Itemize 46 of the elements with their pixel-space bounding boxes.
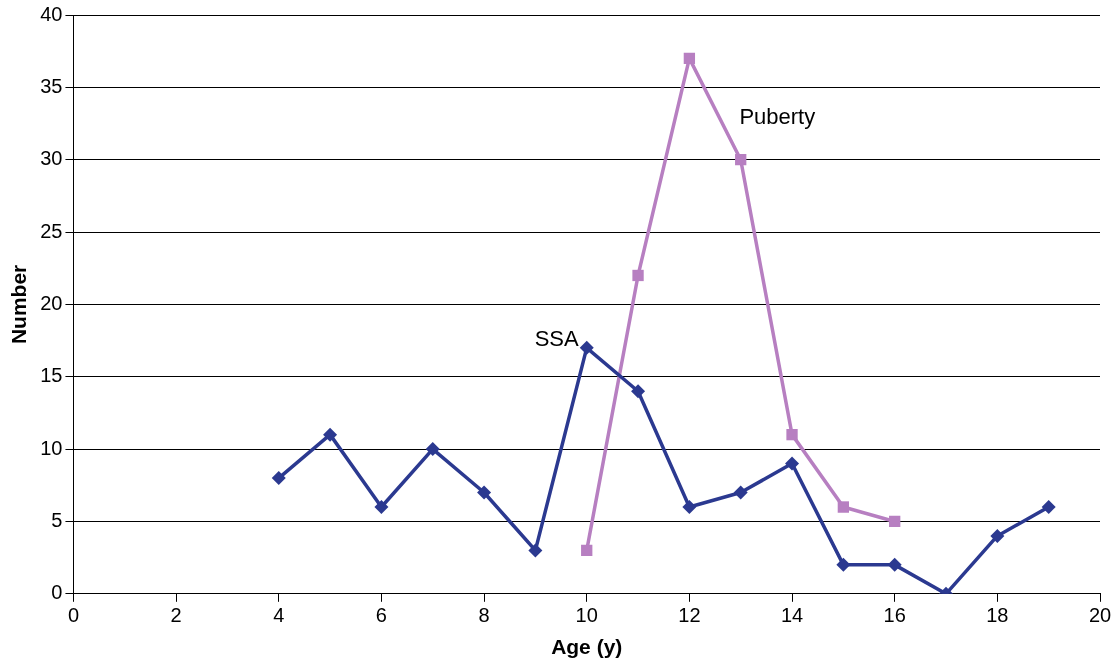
- point: [733, 485, 748, 500]
- point: [990, 528, 1005, 543]
- x-tick-label: 14: [780, 604, 804, 627]
- point: [477, 485, 492, 500]
- point: [683, 52, 696, 65]
- series-label: Puberty: [739, 104, 816, 130]
- y-tick-label: 5: [51, 508, 63, 531]
- y-tick-label: 10: [40, 436, 63, 459]
- point: [581, 544, 593, 557]
- point: [682, 499, 697, 514]
- point: [836, 557, 851, 572]
- x-tick-label: 10: [575, 604, 598, 627]
- point: [271, 471, 286, 486]
- point: [837, 501, 850, 513]
- point: [425, 442, 440, 457]
- x-tick-label: 4: [273, 604, 285, 627]
- x-tick-label: 2: [170, 604, 182, 627]
- x-tick-label: 16: [883, 604, 906, 627]
- point: [374, 499, 389, 514]
- point: [631, 384, 646, 399]
- point: [323, 427, 338, 442]
- point: [887, 557, 902, 572]
- x-tick-label: 18: [986, 604, 1009, 627]
- x-tick-label: 20: [1088, 604, 1112, 627]
- x-axis-title: Age (y): [551, 635, 623, 659]
- x-tick-label: 0: [67, 604, 80, 627]
- point: [579, 340, 594, 355]
- point: [632, 269, 644, 282]
- point: [785, 456, 800, 471]
- y-tick-label: 25: [40, 219, 63, 242]
- x-tick-label: 12: [678, 604, 701, 627]
- point: [1041, 499, 1056, 514]
- y-axis-title: Number: [7, 264, 31, 345]
- point: [786, 428, 798, 441]
- point: [528, 543, 543, 558]
- y-tick-label: 0: [51, 581, 63, 604]
- y-tick-label: 20: [40, 291, 63, 314]
- point: [889, 515, 901, 528]
- x-tick-label: 6: [375, 604, 387, 627]
- series-label: SSA: [534, 325, 580, 351]
- x-tick-label: 8: [478, 604, 490, 627]
- y-tick-label: 35: [40, 74, 63, 97]
- y-tick-label: 40: [40, 2, 63, 25]
- y-tick-label: 15: [40, 364, 63, 387]
- y-tick-label: 30: [40, 147, 63, 170]
- point: [735, 154, 747, 166]
